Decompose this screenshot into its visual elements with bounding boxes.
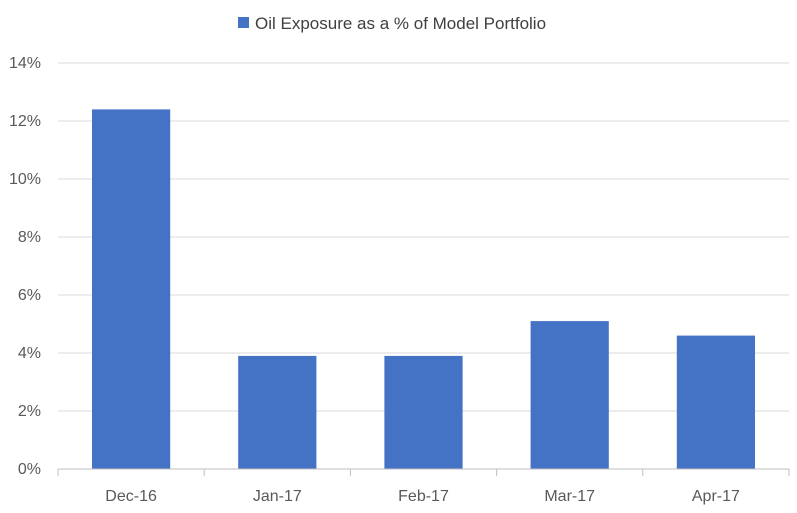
legend-label: Oil Exposure as a % of Model Portfolio bbox=[255, 14, 546, 33]
gridlines bbox=[58, 62, 789, 412]
y-tick-label: 0% bbox=[18, 461, 41, 478]
x-tick-label: Jan-17 bbox=[253, 488, 302, 505]
axes: 0% 2% 4% 6% 8% 10% 12% 14% Dec-16 Jan-17 Feb-17 Mar… bbox=[9, 55, 790, 505]
bar-jan-17 bbox=[238, 355, 317, 469]
bar-mar-17 bbox=[530, 321, 609, 469]
bar-apr-17 bbox=[676, 335, 756, 469]
y-tick-label: 4% bbox=[18, 345, 41, 362]
y-tick-label: 14% bbox=[9, 55, 41, 72]
bar-dec-16 bbox=[91, 109, 171, 470]
x-tick-label: Dec-16 bbox=[105, 488, 157, 505]
legend: Oil Exposure as a % of Model Portfolio bbox=[238, 14, 546, 33]
y-tick-label: 2% bbox=[18, 403, 41, 420]
y-tick-label: 10% bbox=[9, 171, 41, 188]
legend-swatch bbox=[238, 17, 249, 28]
x-tick-label: Mar-17 bbox=[544, 488, 595, 505]
bars bbox=[91, 109, 756, 470]
x-tick-label: Feb-17 bbox=[398, 488, 449, 505]
y-tick-label: 8% bbox=[18, 229, 41, 246]
bar-feb-17 bbox=[384, 355, 463, 469]
y-tick-label: 6% bbox=[18, 287, 41, 304]
y-tick-label: 12% bbox=[9, 113, 41, 130]
x-tick-label: Apr-17 bbox=[692, 488, 740, 505]
